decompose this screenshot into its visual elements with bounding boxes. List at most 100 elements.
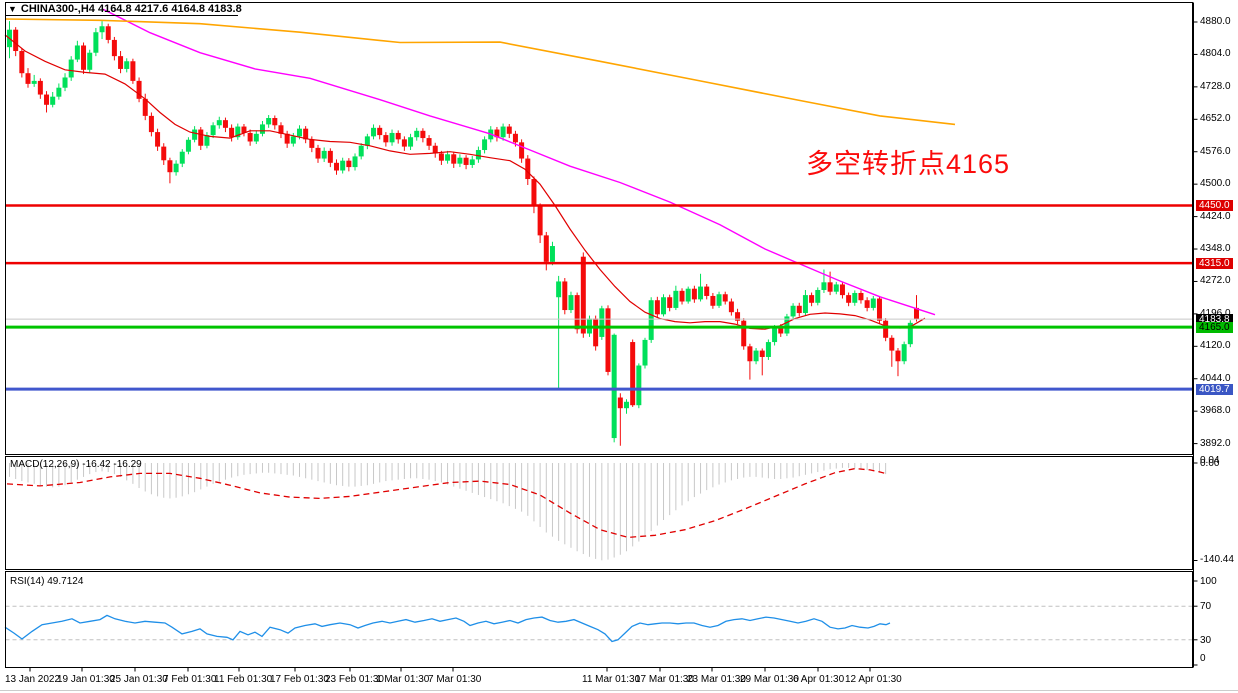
price-tick-label: 4196.0 xyxy=(1200,308,1231,319)
candle-body xyxy=(334,162,340,171)
candle-body xyxy=(512,133,518,143)
candle-body xyxy=(617,397,623,409)
price-tick-label: 4804.0 xyxy=(1200,48,1231,60)
price-tick-label: 4120.0 xyxy=(1200,340,1231,352)
candle-body xyxy=(432,145,438,154)
candle-body xyxy=(179,151,185,164)
candle-body xyxy=(198,129,204,146)
candle-body xyxy=(414,130,420,138)
time-axis-label: 13 Jan 2022 xyxy=(5,674,61,685)
candle-body xyxy=(469,159,475,165)
candle-body xyxy=(426,138,432,146)
candle-body xyxy=(593,318,599,347)
time-axis-label: 11 Feb 01:30 xyxy=(214,674,273,685)
symbol-dropdown-icon[interactable]: ▼ xyxy=(8,4,17,14)
candle-body xyxy=(765,342,771,357)
candle-body xyxy=(371,127,377,137)
price-tick-label: 4576.0 xyxy=(1200,145,1231,157)
price-tick-label: 4500.0 xyxy=(1200,178,1231,190)
candle-body xyxy=(852,292,858,303)
candle-body xyxy=(383,135,389,143)
candle-body xyxy=(778,327,784,334)
candle-body xyxy=(753,350,759,362)
candle-body xyxy=(173,163,179,173)
candle-body xyxy=(611,334,617,439)
candle-body xyxy=(846,295,852,303)
candle-body xyxy=(796,305,802,314)
price-tick-label: 3892.0 xyxy=(1200,437,1231,449)
candle-body xyxy=(266,118,272,125)
candle-body xyxy=(568,295,574,311)
candle-body xyxy=(747,346,753,362)
candle-body xyxy=(309,139,315,148)
candle-body xyxy=(784,316,790,334)
candle-body xyxy=(142,98,148,116)
candle-body xyxy=(549,246,555,262)
candle-body xyxy=(272,118,278,126)
panel-border xyxy=(5,2,1193,455)
candle-body xyxy=(654,300,660,315)
candle-body xyxy=(118,56,124,69)
macd-indicator-label: MACD(12,26,9) -16.42 -16.29 xyxy=(10,459,142,470)
candle-body xyxy=(648,300,654,340)
time-axis-label: 6 Apr 01:30 xyxy=(793,674,845,685)
candle-body xyxy=(883,320,889,338)
candle-body xyxy=(679,290,685,302)
candle-body xyxy=(815,289,821,303)
candle-body xyxy=(241,126,247,133)
time-axis-label: 17 Feb 01:30 xyxy=(270,674,329,685)
candle-body xyxy=(858,292,864,301)
candle-body xyxy=(44,94,50,105)
price-tick-label: 4880.0 xyxy=(1200,16,1231,27)
candle-body xyxy=(155,132,161,147)
price-tick-label: 4652.0 xyxy=(1200,113,1231,125)
candle-body xyxy=(105,26,111,40)
candle-body xyxy=(148,115,154,133)
candle-body xyxy=(340,160,346,171)
candle-body xyxy=(642,339,648,366)
ma-mid-magenta xyxy=(102,8,936,316)
rsi-axis-label: 70 xyxy=(1200,601,1212,613)
candle-body xyxy=(99,26,105,33)
candle-body xyxy=(722,294,728,302)
candle-body xyxy=(728,301,734,313)
candle-body xyxy=(636,365,642,406)
candle-body xyxy=(772,327,778,343)
panel-border xyxy=(5,456,1193,570)
candle-body xyxy=(475,150,481,160)
candle-body xyxy=(691,288,697,300)
candle-body xyxy=(19,51,25,74)
candle-body xyxy=(876,298,882,321)
candle-body xyxy=(599,308,605,337)
candle-body xyxy=(556,281,562,298)
candle-body xyxy=(519,142,525,159)
time-axis-label: 11 Mar 01:30 xyxy=(582,674,641,685)
time-axis-label: 12 Apr 01:30 xyxy=(845,674,902,685)
candle-body xyxy=(809,295,815,303)
candle-body xyxy=(25,73,31,84)
candle-body xyxy=(364,136,370,146)
candle-body xyxy=(284,133,290,144)
price-badge: 4019.7 xyxy=(1196,383,1233,395)
candle-body xyxy=(389,132,395,143)
candle-body xyxy=(161,146,167,161)
candle-body xyxy=(50,96,56,105)
chart-annotation-text[interactable]: 多空转折点4165 xyxy=(806,149,1011,179)
rsi-line xyxy=(4,614,891,643)
candle-body xyxy=(253,133,259,142)
ohlc-values: 4164.8 4217.6 4164.8 4183.8 xyxy=(97,3,242,15)
candle-body xyxy=(685,288,691,302)
candle-body xyxy=(821,282,827,290)
candle-body xyxy=(839,284,845,296)
time-axis-label: 19 Jan 01:30 xyxy=(57,674,115,685)
candle-body xyxy=(630,342,636,406)
candle-body xyxy=(673,290,679,308)
panel-border xyxy=(5,571,1193,668)
candle-body xyxy=(827,282,833,292)
symbol-period-label: CHINA300-,H4 xyxy=(20,3,95,15)
candle-body xyxy=(494,129,500,138)
candle-body xyxy=(543,235,549,262)
price-tick-label: 3968.0 xyxy=(1200,405,1231,417)
